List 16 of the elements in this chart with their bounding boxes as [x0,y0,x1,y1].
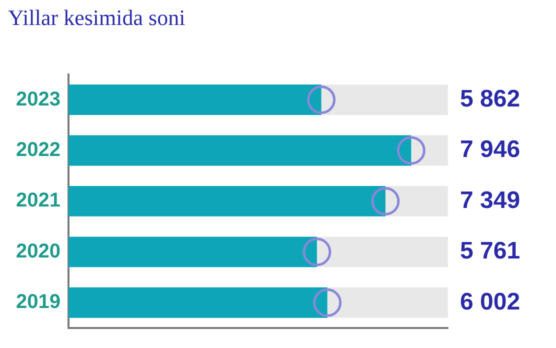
chart-title: Yillar kesimida soni [8,4,186,30]
point [313,288,342,317]
point [371,186,400,216]
y-tick-label: 2021 [16,190,60,212]
y-tick-label: 2022 [16,138,60,161]
data-label: 7 946 [460,136,520,164]
data-label: 5 761 [460,238,520,265]
data-label: 7 349 [460,186,520,214]
y-tick-label: 2023 [16,88,60,110]
data-label: 5 862 [460,85,520,112]
y-tick-label: 2020 [16,240,60,262]
point [307,86,336,114]
point [302,238,332,266]
data-label: 6 002 [460,288,520,316]
y-tick-label: 2019 [16,291,60,314]
point [396,136,426,165]
